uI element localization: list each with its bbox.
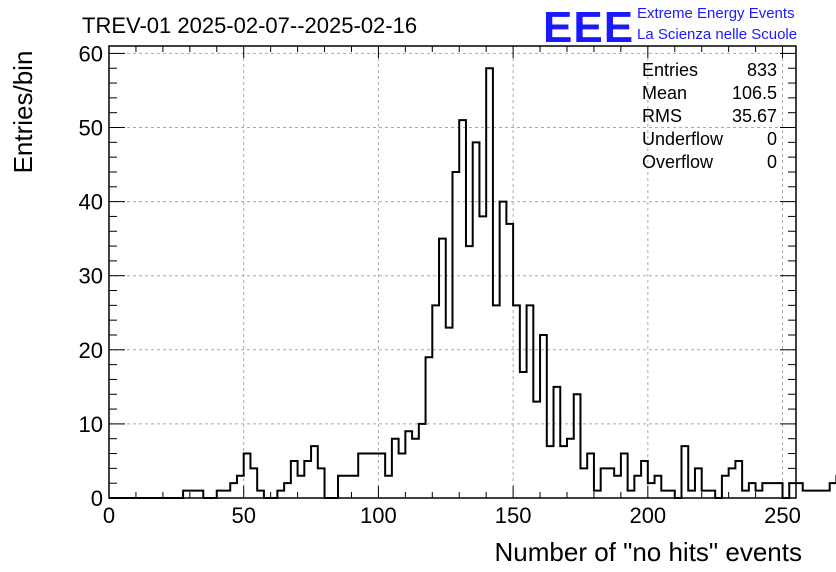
y-tick-label: 60 (79, 41, 103, 66)
y-tick-label: 50 (79, 116, 103, 141)
x-tick-label: 250 (764, 503, 801, 528)
stat-value: 106.5 (732, 83, 777, 103)
stat-label: Mean (642, 83, 687, 103)
x-tick-label: 200 (629, 503, 666, 528)
stat-value: 0 (767, 152, 777, 172)
axis-ticks (108, 46, 796, 499)
stat-label: Underflow (642, 129, 724, 149)
plot-frame (108, 45, 797, 499)
stat-label: RMS (642, 106, 682, 126)
y-axis-title: Entries/bin (8, 51, 38, 174)
eee-logo: EEE Extreme Energy Events La Scienza nel… (543, 3, 797, 52)
y-tick-label: 10 (79, 412, 103, 437)
stat-value: 833 (747, 60, 777, 80)
stat-label: Overflow (642, 152, 714, 172)
stats-box: Entries 833 Mean 106.5 RMS 35.67 Underflow 0 Ove… (642, 60, 777, 172)
y-tick-label: 40 (79, 190, 103, 215)
histogram-line (109, 67, 836, 499)
logo-acronym: EEE (543, 3, 634, 52)
y-tick-label: 20 (79, 338, 103, 363)
x-tick-label: 50 (231, 503, 255, 528)
x-tick-label: 100 (360, 503, 397, 528)
logo-line-1: Extreme Energy Events (637, 5, 795, 22)
x-tick-labels: 0 50 100 150 200 250 (103, 503, 801, 528)
x-tick-label: 150 (495, 503, 532, 528)
stat-label: Entries (642, 60, 698, 80)
logo-line-2: La Scienza nelle Scuole (637, 26, 797, 43)
stat-value: 0 (767, 129, 777, 149)
stat-value: 35.67 (732, 106, 777, 126)
chart-title: TREV-01 2025-02-07--2025-02-16 (82, 13, 417, 38)
y-tick-label: 0 (91, 486, 103, 511)
x-axis-title: Number of "no hits" events (495, 537, 803, 567)
y-tick-label: 30 (79, 264, 103, 289)
x-tick-label: 0 (103, 503, 115, 528)
y-tick-labels: 0 10 20 30 40 50 60 (79, 41, 103, 511)
